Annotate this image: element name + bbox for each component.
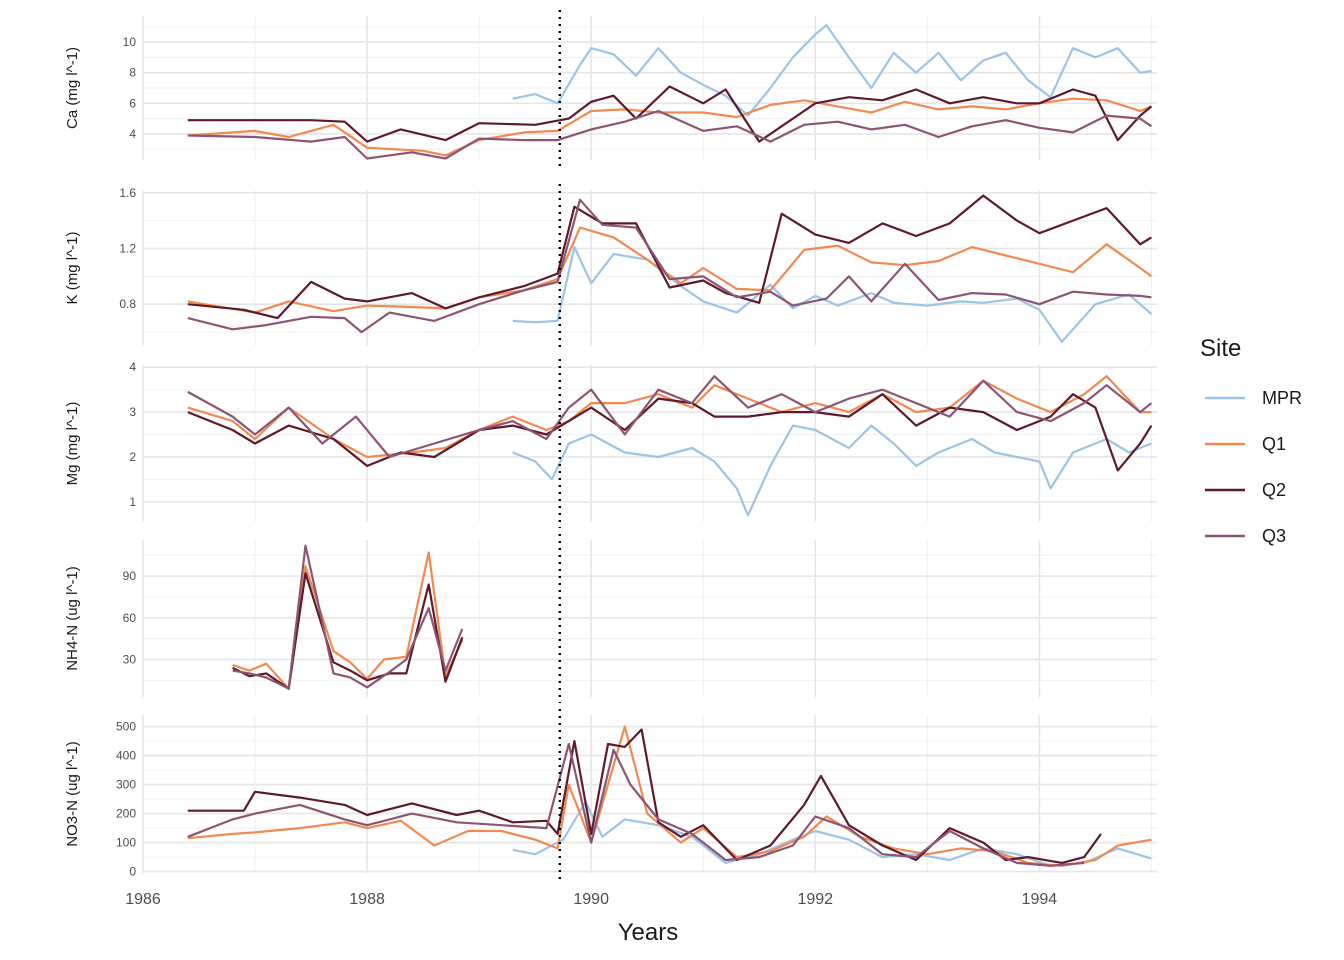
x-tick-label: 1994	[1022, 891, 1058, 908]
series-line-q2	[232, 572, 464, 690]
x-tick-label: 1990	[573, 891, 609, 908]
y-tick-label: 0	[129, 865, 136, 879]
series-line-q3	[187, 742, 1085, 867]
panel-ca-mg-l-1: 4 6 8 10 Ca (mg l^-1)	[64, 10, 1157, 166]
series-line-q2	[187, 85, 1153, 143]
y-tick-label: 1.6	[119, 186, 136, 200]
series-line-q1	[187, 375, 1152, 459]
chart-panels: 4 6 8 10 Ca (mg l^-1) 0.8 1.2 1.6 K (mg l^-1) 1 2 3…	[64, 10, 1157, 879]
series-line-q1	[187, 725, 1152, 867]
panel-no3-n-ug-l-1: 0 100 200 300 400 500 NO3-N (ug l^-1)	[64, 709, 1157, 879]
series-line-mpr	[512, 24, 1152, 117]
series-line-mpr	[512, 246, 1153, 343]
y-tick-label: 4	[129, 127, 136, 141]
legend-label-q2: Q2	[1262, 480, 1286, 500]
y-tick-label: 3	[129, 405, 136, 419]
series-line-q1	[187, 226, 1153, 314]
series-line-q1	[232, 551, 464, 690]
y-tick-label: 300	[116, 778, 136, 792]
panel-mg-mg-l-1: 1 2 3 4 Mg (mg l^-1)	[64, 359, 1157, 528]
y-tick-label: 60	[123, 611, 137, 625]
y-tick-label: 10	[123, 35, 137, 49]
x-axis-title: Years	[618, 919, 679, 946]
x-tick-label: 1988	[349, 891, 385, 908]
y-axis-title: Ca (mg l^-1)	[64, 47, 81, 129]
legend: Site MPR Q1 Q2 Q3	[1200, 335, 1302, 546]
y-tick-label: 1	[129, 495, 136, 509]
series-line-mpr	[512, 424, 1152, 517]
x-tick-label: 1992	[797, 891, 833, 908]
y-tick-label: 200	[116, 807, 136, 821]
series-line-q2	[187, 393, 1153, 472]
y-tick-label: 1.2	[119, 242, 136, 256]
y-tick-label: 2	[129, 450, 136, 464]
legend-label-q3: Q3	[1262, 526, 1286, 546]
y-tick-label: 4	[129, 360, 136, 374]
legend-title: Site	[1200, 335, 1241, 362]
series-line-q3	[232, 544, 464, 690]
y-tick-label: 6	[129, 96, 136, 110]
series-line-mpr	[512, 800, 1152, 867]
x-axis: 1986 1988 1990 1992 1994	[125, 891, 1057, 908]
y-tick-label: 500	[116, 720, 136, 734]
panel-nh4-n-ug-l-1: 30 60 90 NH4-N (ug l^-1)	[64, 534, 1157, 703]
y-tick-label: 8	[129, 66, 136, 80]
series-line-q3	[187, 198, 1152, 334]
y-axis-title: NH4-N (ug l^-1)	[64, 566, 81, 671]
series-line-q3	[187, 109, 1153, 160]
y-tick-label: 30	[123, 652, 137, 666]
y-tick-label: 100	[116, 836, 136, 850]
y-tick-label: 400	[116, 749, 136, 763]
y-axis-title: Mg (mg l^-1)	[64, 402, 81, 486]
y-axis-title: K (mg l^-1)	[64, 232, 81, 305]
series-line-q2	[187, 194, 1152, 320]
legend-label-mpr: MPR	[1262, 388, 1302, 408]
series-line-q2	[187, 728, 1102, 864]
series-line-q3	[187, 375, 1153, 459]
y-tick-label: 90	[123, 569, 137, 583]
x-tick-label: 1986	[125, 891, 161, 908]
series-line-q1	[187, 97, 1152, 157]
y-tick-label: 0.8	[119, 297, 136, 311]
panel-k-mg-l-1: 0.8 1.2 1.6 K (mg l^-1)	[64, 184, 1157, 352]
legend-label-q1: Q1	[1262, 434, 1286, 454]
y-axis-title: NO3-N (ug l^-1)	[64, 741, 81, 846]
